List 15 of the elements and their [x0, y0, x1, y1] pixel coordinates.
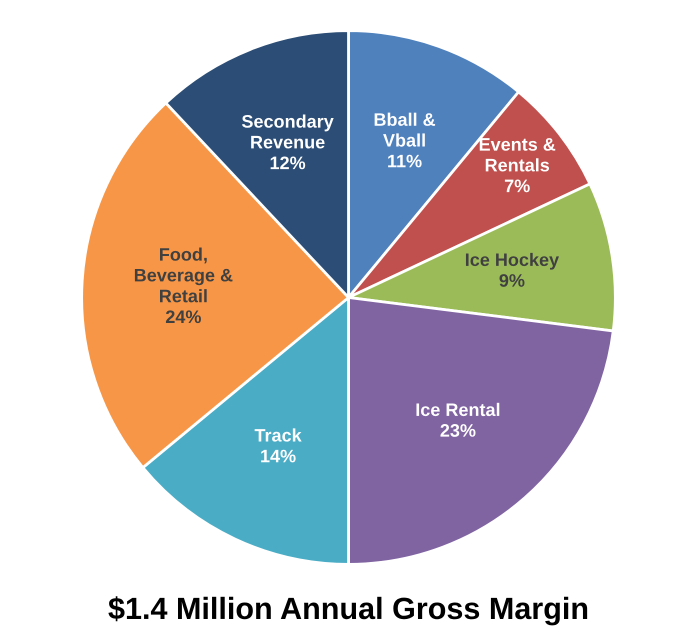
slice-label: Ice Hockey	[466, 252, 559, 270]
text: $1.4 Million Annual Gross Margin	[108, 596, 588, 626]
data-label: 24%	[166, 310, 201, 324]
slice-label: Bball & Vball	[374, 112, 436, 147]
data-label: 12%	[270, 156, 306, 170]
data-label: 14%	[261, 450, 296, 462]
slice-label: Track	[254, 428, 302, 442]
slice-label: Ice Rental	[416, 402, 500, 416]
data-label: 11%	[388, 154, 422, 168]
slice-label: Secondary Revenue	[242, 114, 334, 149]
slice-label: Food, Beverage & Retail	[134, 248, 232, 302]
data-label: 7%	[504, 180, 530, 192]
data-label: 23%	[440, 424, 476, 437]
data-label: 9%	[499, 274, 524, 287]
slice-label: Events & Rentals	[480, 138, 556, 172]
